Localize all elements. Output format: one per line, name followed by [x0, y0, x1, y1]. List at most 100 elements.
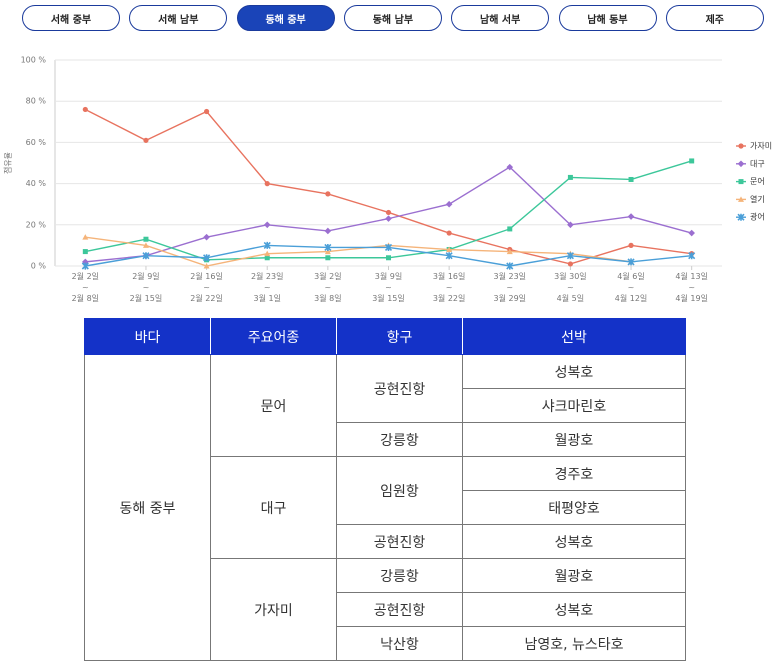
- table-row: 동해 중부 문어 공현진항 성복호: [84, 354, 686, 661]
- sea-cell: 동해 중부: [84, 354, 211, 661]
- header-cell: 선박: [462, 318, 686, 355]
- data-point: [82, 249, 88, 255]
- data-point: [506, 163, 514, 171]
- tab[interactable]: 제주: [665, 5, 764, 31]
- data-point: [143, 137, 149, 143]
- data-point: [507, 226, 513, 232]
- port-cell: 공현진항: [336, 592, 463, 627]
- tab[interactable]: 남해 서부: [451, 5, 550, 31]
- y-tick-label: 60 %: [26, 138, 47, 147]
- x-tick-label: 2월 23일 ~ 3월 1일: [250, 272, 284, 303]
- data-point: [688, 252, 696, 260]
- header-row: 바다 주요어종 항구 선박: [84, 318, 686, 355]
- legend-label: 열기: [750, 195, 765, 204]
- x-tick-label: 2월 2일 ~ 2월 8일: [71, 272, 100, 303]
- data-point: [446, 230, 452, 236]
- data-point: [627, 213, 635, 220]
- data-point: [142, 242, 149, 248]
- port-cell: 공현진항: [336, 524, 463, 559]
- table-row: 공현진항 성복호: [85, 592, 686, 627]
- data-point: [325, 191, 331, 197]
- vessel-cell: 남영호, 뉴스타호: [462, 626, 686, 661]
- series-line: [85, 236, 632, 267]
- data-point: [263, 221, 271, 229]
- vessel-cell: 경주호: [462, 456, 686, 491]
- data-point: [385, 215, 392, 222]
- vessel-cell: 샤크마린호: [462, 388, 686, 423]
- legend-marker: [738, 143, 744, 149]
- species-cell: 대구: [210, 456, 337, 559]
- data-point: [264, 181, 270, 187]
- series: 광어: [81, 212, 765, 270]
- data-point: [143, 236, 149, 242]
- header-cell: 항구: [336, 318, 463, 355]
- y-tick-label: 0 %: [31, 262, 47, 271]
- table-row: 강릉항 월광호: [85, 422, 686, 457]
- port-cell: 강릉항: [336, 422, 463, 457]
- y-axis-label: 점유율: [3, 152, 13, 174]
- vessel-cell: 월광호: [462, 422, 686, 457]
- table-row: 낙산항 남영호, 뉴스타호: [85, 626, 686, 661]
- data-point: [628, 242, 634, 248]
- header-cell: 주요어종: [210, 318, 337, 355]
- tab[interactable]: 남해 동부: [558, 5, 657, 31]
- x-tick-label: 3월 30일 ~ 4월 5일: [554, 272, 587, 303]
- data-point: [628, 176, 634, 182]
- y-tick-label: 20 %: [26, 220, 47, 229]
- legend-marker: [737, 213, 745, 221]
- vessel-table: 바다 주요어종 항구 선박 동해 중부 문어 공현진항 성복호 샤크마린호 강릉항 월광호 대구 임원항…: [84, 318, 686, 661]
- data-point: [506, 248, 513, 255]
- legend-label: 광어: [750, 212, 765, 222]
- data-point: [688, 229, 695, 237]
- tab[interactable]: 서해 남부: [129, 5, 228, 31]
- data-point: [82, 234, 89, 240]
- x-tick-label: 3월 23일 ~ 3월 29일: [493, 272, 527, 303]
- data-point: [82, 106, 88, 113]
- x-tick-label: 3월 2일 ~ 3월 8일: [314, 272, 342, 303]
- vessel-cell: 성복호: [462, 524, 686, 559]
- data-point: [81, 262, 89, 270]
- y-tick-label: 80 %: [26, 97, 47, 106]
- legend-label: 문어: [750, 176, 765, 186]
- table-row: 대구 임원항 경주호: [85, 456, 686, 559]
- header-cell: 바다: [84, 318, 211, 355]
- species-cell: 가자미: [210, 558, 337, 661]
- tab[interactable]: 서해 중부: [22, 5, 120, 31]
- legend-label: 대구: [750, 159, 765, 168]
- y-tick-label: 40 %: [26, 179, 47, 188]
- data-point: [264, 255, 270, 261]
- y-tick-label: 100 %: [21, 56, 47, 65]
- port-cell: 공현진항: [336, 354, 463, 423]
- table-row: 샤크마린호: [85, 388, 686, 423]
- data-point: [384, 243, 393, 252]
- data-point: [142, 252, 150, 260]
- table-row: 가자미 강릉항 월광호: [85, 558, 686, 661]
- tab[interactable]: 동해 남부: [343, 5, 442, 31]
- data-point: [385, 209, 392, 216]
- series: 가자미: [82, 106, 772, 267]
- legend-marker: [738, 179, 744, 185]
- data-point: [203, 233, 210, 241]
- tab[interactable]: 동해 중부: [236, 5, 335, 31]
- data-point: [567, 261, 574, 267]
- data-point: [324, 248, 331, 255]
- data-point: [203, 263, 210, 269]
- data-point: [324, 227, 332, 235]
- legend-marker: [737, 160, 745, 168]
- data-point: [386, 255, 391, 261]
- port-cell: 임원항: [336, 456, 463, 525]
- x-tick-label: 2월 16일 ~ 2월 22일: [190, 272, 223, 303]
- data-point: [567, 221, 574, 229]
- data-point: [324, 243, 332, 252]
- x-tick-label: 3월 16일 ~ 3월 22일: [432, 272, 466, 303]
- data-point: [446, 246, 453, 253]
- x-tick-label: 3월 9일 ~ 3월 15일: [372, 272, 405, 303]
- species-cell: 문어: [210, 354, 337, 457]
- data-point: [203, 254, 211, 262]
- vessel-cell: 성복호: [462, 354, 686, 389]
- x-tick-label: 4월 13일 ~ 4월 19일: [675, 272, 708, 303]
- vessel-cell: 월광호: [462, 558, 686, 593]
- data-point: [567, 174, 573, 180]
- data-point: [325, 255, 331, 261]
